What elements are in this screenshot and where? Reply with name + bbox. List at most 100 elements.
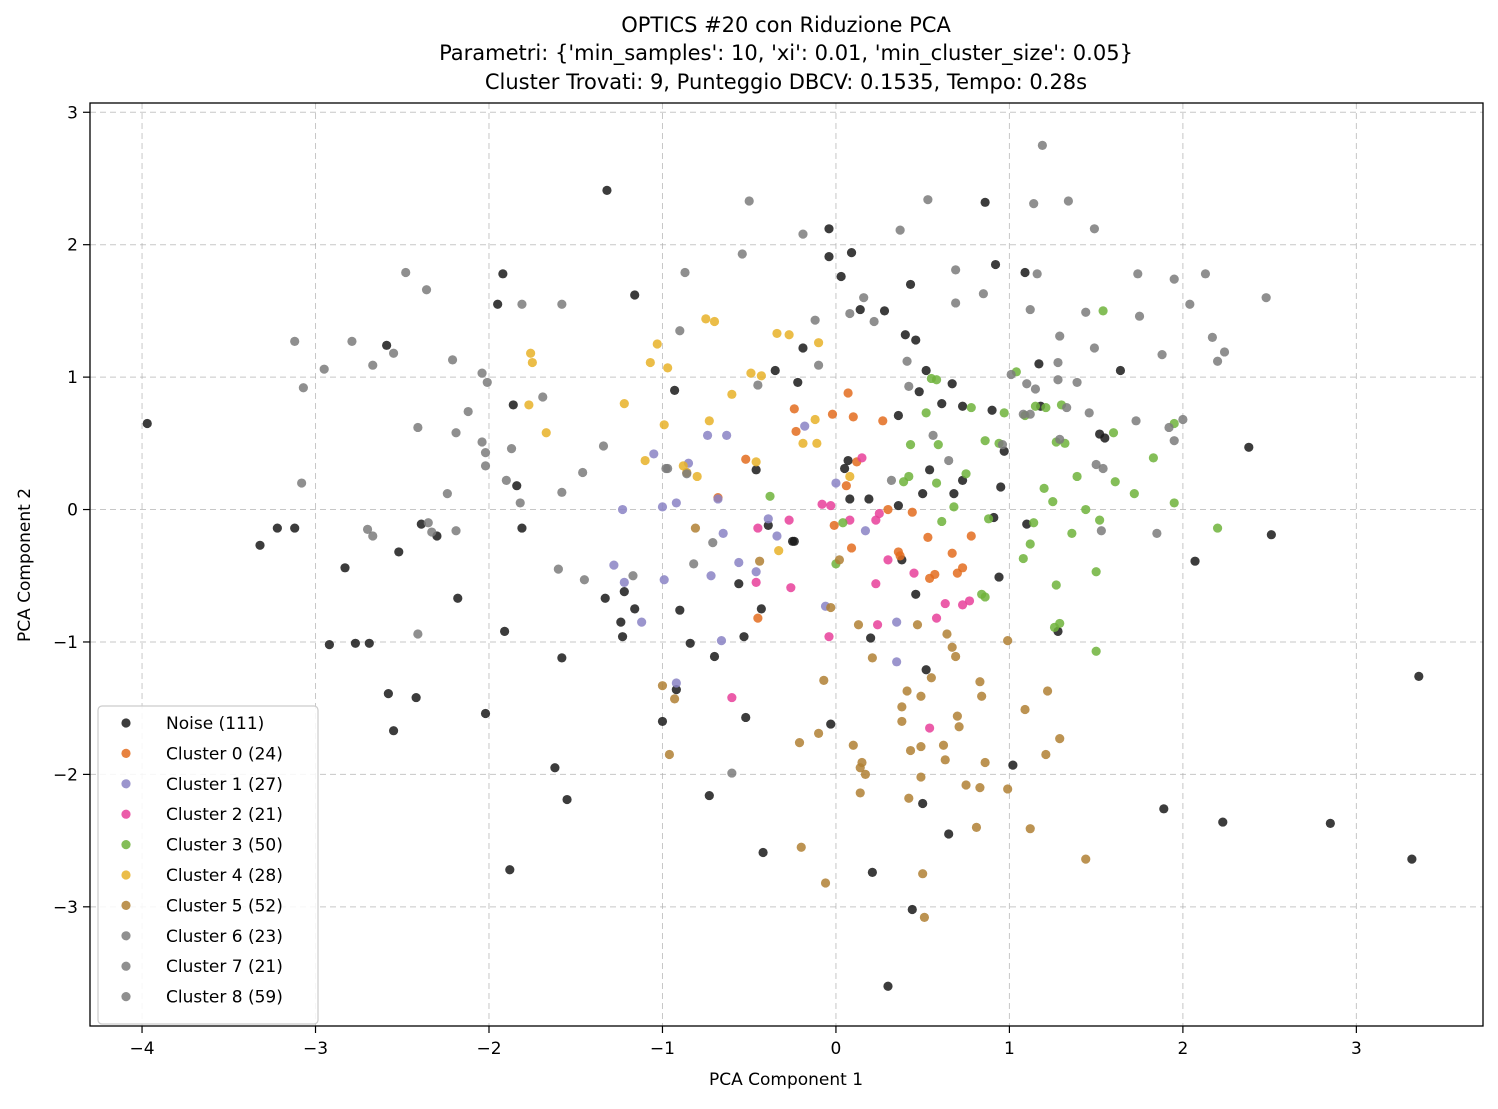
data-point xyxy=(517,299,527,309)
data-point xyxy=(983,514,994,524)
data-point xyxy=(1152,528,1162,538)
data-point xyxy=(1055,434,1065,444)
data-point xyxy=(1266,530,1276,540)
data-point xyxy=(383,689,393,699)
data-point xyxy=(659,575,669,585)
data-point xyxy=(907,507,917,517)
data-point xyxy=(708,538,718,548)
data-point xyxy=(895,551,905,561)
data-point xyxy=(905,279,916,290)
data-point xyxy=(628,571,638,581)
data-point xyxy=(1051,580,1061,590)
data-point xyxy=(1212,523,1223,533)
data-point xyxy=(947,548,957,558)
data-point xyxy=(649,449,659,459)
data-point xyxy=(421,285,432,295)
legend-entry-label: Cluster 8 (59) xyxy=(166,988,283,1008)
legend-marker xyxy=(121,992,131,1002)
data-point xyxy=(671,498,681,508)
data-point xyxy=(756,371,766,381)
data-point xyxy=(997,440,1008,450)
data-point xyxy=(883,555,893,565)
data-point xyxy=(1212,356,1223,366)
data-point xyxy=(834,555,845,565)
data-point xyxy=(1159,804,1169,814)
data-point xyxy=(527,357,537,368)
data-point xyxy=(1089,343,1100,353)
data-point xyxy=(931,375,942,385)
legend-marker xyxy=(121,809,131,819)
data-point xyxy=(751,577,761,587)
data-point xyxy=(987,405,997,415)
data-point xyxy=(401,267,411,278)
data-point xyxy=(416,519,426,529)
legend-entry-label: Cluster 2 (21) xyxy=(166,805,283,825)
data-point xyxy=(1178,414,1188,425)
data-point xyxy=(637,617,647,627)
data-point xyxy=(826,500,836,511)
y-tick-label: 1 xyxy=(67,368,78,388)
data-point xyxy=(630,604,640,614)
data-point xyxy=(1190,556,1200,566)
data-point xyxy=(498,269,508,279)
data-point xyxy=(727,389,737,399)
data-point xyxy=(394,547,404,557)
data-point xyxy=(975,677,985,687)
data-point xyxy=(812,438,822,448)
data-point xyxy=(526,348,536,358)
data-point xyxy=(957,600,968,610)
data-point xyxy=(892,617,902,627)
data-point xyxy=(1081,854,1091,864)
data-point xyxy=(841,481,851,491)
chart-title-line-2: Parametri: {'min_samples': 10, 'xi': 0.0… xyxy=(439,41,1133,66)
data-point xyxy=(579,575,590,585)
data-point xyxy=(763,514,773,524)
data-point xyxy=(912,620,923,630)
data-point xyxy=(874,508,884,519)
data-point xyxy=(480,461,491,471)
data-point xyxy=(772,328,782,339)
data-point xyxy=(501,475,511,486)
x-axis-label: PCA Component 1 xyxy=(709,1070,863,1090)
data-point xyxy=(617,632,628,642)
data-point xyxy=(1098,463,1108,474)
series-8 xyxy=(845,140,1100,391)
legend-marker xyxy=(121,870,131,880)
data-point xyxy=(1034,359,1044,369)
legend-entry-label: Cluster 1 (27) xyxy=(166,775,283,795)
data-point xyxy=(1030,384,1041,394)
data-point xyxy=(810,315,820,325)
legend: Noise (111) Cluster 0 (24) Cluster 1 (27) C… xyxy=(97,705,319,1025)
data-point xyxy=(774,545,784,556)
data-point xyxy=(453,593,463,603)
data-point xyxy=(619,587,629,597)
data-point xyxy=(751,567,761,577)
data-point xyxy=(657,502,668,512)
data-point xyxy=(423,518,433,528)
chart-title-line-1: OPTICS #20 con Riduzione PCA xyxy=(621,13,951,37)
data-point xyxy=(347,336,357,346)
data-point xyxy=(1081,307,1091,317)
data-point xyxy=(1169,498,1179,508)
data-point xyxy=(855,788,865,798)
data-point xyxy=(848,412,858,422)
data-point xyxy=(1020,267,1030,278)
data-point xyxy=(1157,350,1167,360)
data-point xyxy=(1037,140,1047,150)
data-point xyxy=(413,422,423,433)
data-point xyxy=(657,681,668,691)
data-point xyxy=(1091,646,1101,656)
data-point xyxy=(921,408,931,418)
data-point xyxy=(980,757,990,768)
data-point xyxy=(411,692,421,703)
data-point xyxy=(1115,365,1126,376)
data-point xyxy=(883,504,893,515)
data-point xyxy=(846,543,857,553)
data-point xyxy=(663,463,673,474)
data-point xyxy=(1067,528,1077,538)
data-point xyxy=(718,528,728,538)
data-point xyxy=(1129,489,1139,499)
data-point xyxy=(923,195,933,205)
data-point xyxy=(918,798,928,809)
data-point xyxy=(893,410,903,421)
